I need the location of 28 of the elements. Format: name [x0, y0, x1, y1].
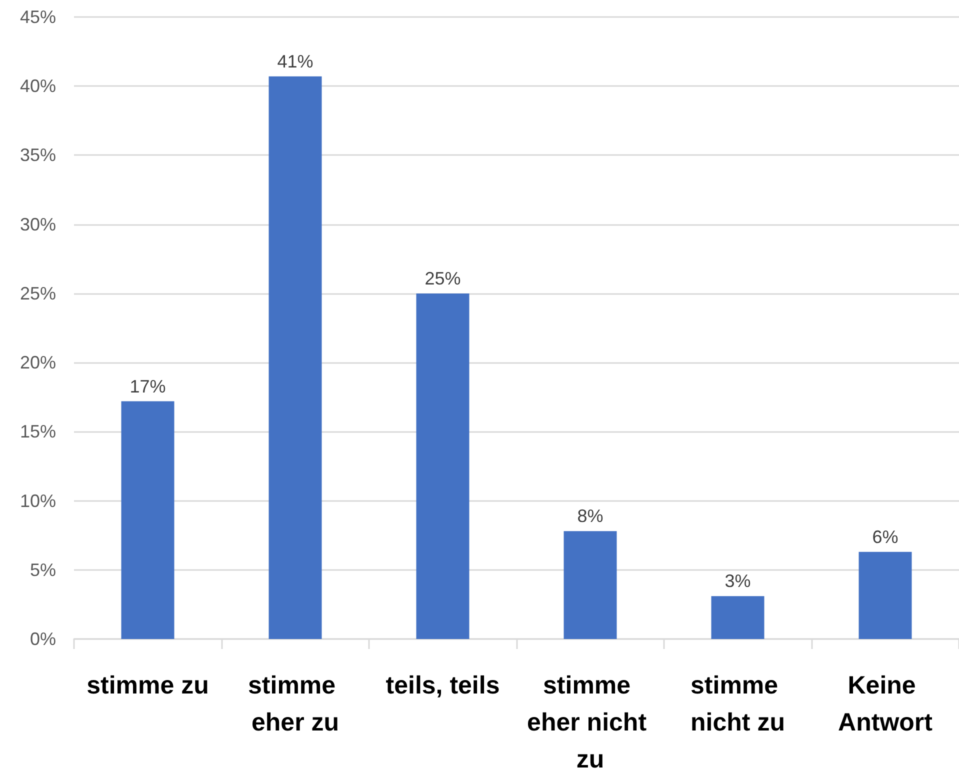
y-tick-label: 0%: [30, 629, 56, 649]
data-label: 6%: [872, 526, 898, 547]
y-tick-label: 10%: [20, 490, 56, 511]
data-label: 17%: [130, 376, 166, 396]
y-tick-label: 45%: [20, 7, 56, 27]
bar: [858, 552, 912, 639]
data-label: 3%: [724, 571, 751, 592]
x-tick-label: stimme nicht zu: [690, 672, 785, 736]
y-tick-label: 5%: [30, 560, 56, 580]
data-label: 25%: [424, 268, 461, 288]
y-tick-label: 30%: [20, 214, 56, 234]
y-tick-label: 15%: [20, 422, 56, 442]
x-tick-label: Keine Antwort: [838, 672, 934, 736]
y-tick-label: 20%: [20, 352, 56, 373]
y-tick-label: 25%: [20, 283, 56, 304]
x-tick-label: stimme eher zu: [248, 672, 342, 736]
bar: [564, 531, 617, 639]
data-label: 8%: [577, 506, 604, 526]
x-tick-label: stimme zu: [86, 672, 209, 700]
y-tick-label: 35%: [20, 145, 56, 166]
data-label: 41%: [277, 51, 314, 72]
x-tick-label: teils, teils: [386, 672, 500, 700]
y-tick-label: 40%: [20, 76, 56, 96]
bar: [121, 401, 174, 639]
bar: [268, 76, 322, 639]
x-tick-label: stimme eher nicht zu: [527, 672, 654, 774]
bar: [416, 293, 470, 639]
bar: [711, 596, 764, 639]
